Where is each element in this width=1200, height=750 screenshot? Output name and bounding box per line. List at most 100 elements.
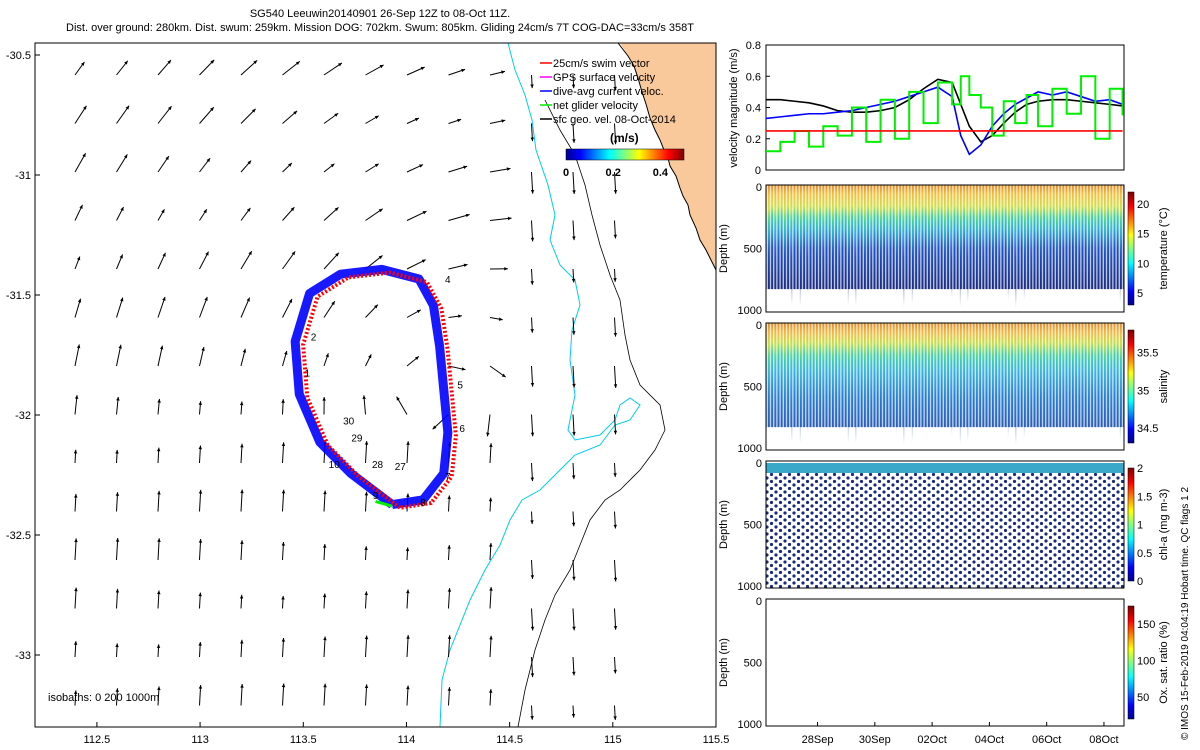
- isobath-1000m: [517, 99, 666, 727]
- current-vector: [115, 688, 119, 706]
- current-vector: [74, 256, 81, 270]
- current-vector: [116, 154, 128, 173]
- isobaths-label: isobaths: 0 200 1000m: [48, 692, 159, 704]
- time-tick-label: 30Sep: [859, 734, 891, 746]
- map-y-tick-label: -32.5: [6, 530, 31, 542]
- current-vector: [115, 492, 120, 512]
- track-labels: 1 2 4 5 6 7 8 9 10 27 28 29 30: [305, 275, 466, 509]
- current-vector: [571, 462, 576, 480]
- map-x-ticks: 112.5 113 113.5 114 114.5 115 115.5: [84, 722, 729, 746]
- current-vector: [322, 543, 327, 561]
- current-vector: [489, 542, 493, 561]
- section-y-tick-label: 0: [756, 458, 762, 470]
- current-vector: [198, 641, 202, 658]
- current-vector: [572, 414, 576, 436]
- current-vector: [240, 160, 252, 173]
- current-vector: [323, 62, 343, 76]
- section-colorbar-tick: 2: [1137, 463, 1143, 475]
- velocity-line: [765, 86, 1123, 156]
- current-vector: [405, 547, 410, 561]
- current-vector: [157, 398, 161, 415]
- section-colorbar-tick: 34.5: [1137, 423, 1158, 435]
- track-day-label: 4: [445, 275, 451, 286]
- current-vector: [74, 344, 81, 367]
- chla-profile-dots: [766, 473, 1124, 588]
- current-vector: [157, 252, 166, 270]
- current-vector: [406, 635, 410, 658]
- current-vector: [613, 74, 617, 91]
- current-vector: [613, 462, 617, 477]
- current-vector: [157, 345, 164, 367]
- current-vector: [406, 589, 410, 609]
- current-vector: [530, 365, 535, 387]
- current-vector: [364, 635, 369, 658]
- map-y-tick-label: -32: [15, 410, 31, 422]
- current-vector: [115, 449, 119, 464]
- section-colorbar-label: salinity: [1158, 369, 1170, 403]
- map-colorbar-label: (m/s): [610, 131, 639, 145]
- current-vector: [406, 259, 426, 270]
- current-vector: [486, 414, 491, 437]
- section-profile-gaps: [766, 185, 1124, 312]
- current-vector: [488, 497, 493, 512]
- current-vector: [157, 209, 165, 221]
- velocity-y-tick-label: 0.2: [746, 134, 761, 146]
- section-frame: [765, 184, 1125, 313]
- map-y-tick-label: -30.5: [6, 50, 31, 62]
- section-y-tick-label: 0: [756, 182, 762, 194]
- current-vector: [323, 163, 335, 173]
- map-x-tick-label: 114: [398, 734, 416, 746]
- current-vector: [364, 491, 369, 512]
- current-vector: [199, 296, 208, 318]
- current-vector: [240, 489, 244, 512]
- section-colorbar-tick: 150: [1137, 619, 1155, 631]
- map-legend: 25cm/s swim vector GPS surface velocity di…: [540, 58, 685, 179]
- chart-title: SG540 Leeuwin20140901 26-Sep 12Z to 08-O…: [249, 8, 511, 20]
- current-vector: [488, 689, 493, 706]
- velocity-series: [765, 75, 1124, 156]
- current-vector: [364, 684, 369, 706]
- current-vector: [157, 538, 161, 561]
- current-vector: [572, 171, 576, 194]
- current-vector: [530, 74, 534, 89]
- map-colorbar-ticks: 0 0.2 0.4: [563, 167, 669, 179]
- isobath-0m: [439, 43, 641, 727]
- track-day-label: 29: [351, 433, 363, 444]
- current-vector: [406, 685, 410, 706]
- current-vector: [448, 314, 462, 318]
- legend-label: dive-avg current veloc.: [553, 86, 664, 98]
- map-x-tick-label: 113: [191, 734, 209, 746]
- current-vector: [489, 119, 506, 124]
- current-vector: [116, 105, 130, 124]
- current-vector: [199, 251, 209, 270]
- current-vector: [572, 559, 576, 581]
- section-panel: 0 500 1000 Depth (m) 0 0.5 1 1.5 2 chl-a (mg m-3): [718, 458, 1170, 593]
- current-vector: [115, 538, 120, 561]
- current-vector: [282, 60, 301, 76]
- map-x-tick-label: 114.5: [496, 734, 523, 746]
- current-vector: [572, 365, 576, 388]
- section-y-tick-label: 500: [744, 382, 762, 394]
- current-vector: [489, 635, 493, 658]
- current-vector: [199, 208, 208, 221]
- current-vector: [198, 489, 203, 512]
- glider-track: [290, 264, 458, 510]
- velocity-y-tick-label: 0.6: [746, 71, 761, 83]
- time-axis-ticks: 28Sep 30Sep 02Oct 04Oct 06Oct 08Oct: [802, 722, 1119, 746]
- current-vector: [323, 353, 329, 367]
- current-vector: [613, 511, 617, 529]
- section-y-tick-label: 1000: [738, 719, 762, 731]
- current-vector: [613, 705, 617, 720]
- current-vector: [530, 414, 535, 437]
- section-colorbar-tick: 20: [1137, 199, 1149, 211]
- current-vector: [489, 365, 506, 378]
- current-vector: [281, 595, 285, 609]
- current-vector: [198, 684, 203, 706]
- current-vector: [157, 590, 161, 609]
- section-y-tick-label: 500: [744, 244, 762, 256]
- current-vector: [530, 268, 534, 285]
- velocity-y-tick-label: 0: [755, 165, 761, 177]
- map-x-tick-label: 112.5: [84, 734, 111, 746]
- section-profile-gaps: [766, 323, 1124, 450]
